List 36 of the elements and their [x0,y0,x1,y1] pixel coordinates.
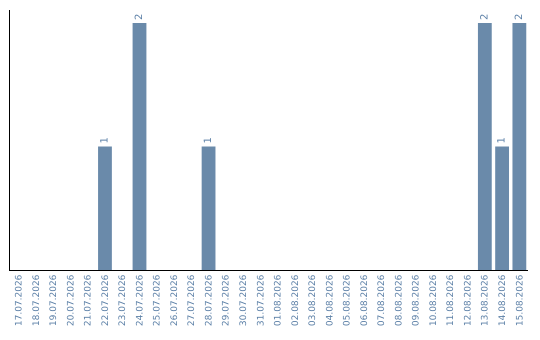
data-label: 2 [134,14,145,20]
x-tick-label: 11.08.2026 [446,274,456,326]
x-tick-label: 21.07.2026 [84,274,94,326]
x-tick-label: 23.07.2026 [118,274,128,326]
x-tick-label: 29.07.2026 [222,274,232,326]
data-label: 1 [99,137,110,144]
x-tick-label: 04.08.2026 [325,274,336,326]
x-tick-label: 05.08.2026 [342,274,353,326]
x-tick-label: 01.08.2026 [274,274,284,326]
x-tick-label: 18.07.2026 [32,274,42,326]
data-label: 2 [479,14,490,20]
data-label: 1 [203,137,214,144]
x-tick-label: 08.08.2026 [394,274,404,326]
data-label: 1 [496,137,508,144]
x-tick-label: 03.08.2026 [308,274,318,326]
x-tick-label: 09.08.2026 [412,274,422,326]
x-tick-label: 24.07.2026 [135,274,146,326]
x-tick-label: 07.08.2026 [377,274,388,326]
x-tick-label: 28.07.2026 [204,274,214,326]
x-tick-label: 25.07.2026 [152,274,163,326]
x-tick-label: 15.08.2026 [515,274,526,326]
x-tick-label: 13.08.2026 [480,274,491,326]
x-tick-label: 12.08.2026 [463,274,474,326]
x-tick-label: 14.08.2026 [498,274,508,326]
x-tick-label: 30.07.2026 [239,274,250,326]
x-tick-label: 06.08.2026 [360,274,370,326]
x-tick-label: 02.08.2026 [290,274,301,326]
data-label: 2 [514,14,525,20]
x-tick-label: 26.07.2026 [170,274,180,326]
x-tick-label: 17.07.2026 [14,274,25,326]
x-tick-label: 20.07.2026 [66,274,76,326]
x-tick-label: 31.07.2026 [256,274,266,326]
x-tick-label: 10.08.2026 [428,274,439,326]
x-tick-label: 27.07.2026 [187,274,198,326]
x-tick-label: 19.07.2026 [49,274,60,326]
x-tick-label: 22.07.2026 [100,274,111,326]
